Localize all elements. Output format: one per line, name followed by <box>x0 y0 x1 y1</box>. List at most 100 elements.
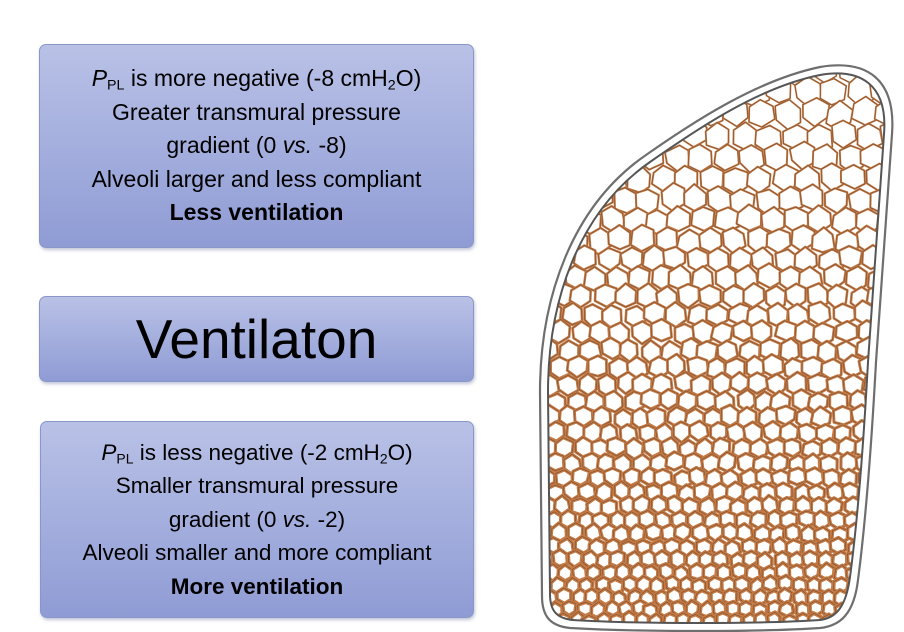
alveolus-edge <box>877 562 885 581</box>
alveolus <box>523 552 538 569</box>
alveolus <box>567 98 595 127</box>
pleural-pressure-text: is more negative (-8 cmH <box>124 65 388 92</box>
upper-lung-info-box: PPL is more negative (-8 cmH2O) Greater … <box>39 44 474 248</box>
lower-lung-info-box: PPL is less negative (-2 cmH2O) Smaller … <box>40 421 474 618</box>
alveolus <box>882 373 885 398</box>
alveolus-edge <box>874 454 885 473</box>
alveolus-edge <box>886 625 899 632</box>
alveolus-edge <box>522 407 540 428</box>
alveolus <box>520 187 540 214</box>
alveolus <box>595 94 623 126</box>
alveolus-edge <box>548 75 559 107</box>
alveolus <box>870 437 885 461</box>
alveolus <box>548 284 552 311</box>
alveolus-edge <box>861 613 875 623</box>
alveolus <box>659 75 691 107</box>
alveolus-edge <box>696 390 717 411</box>
alveolus <box>889 424 900 443</box>
alveolus <box>878 337 885 365</box>
alveolus-edge <box>650 318 672 342</box>
alveolus-edge <box>651 73 678 84</box>
alveolus <box>873 586 885 607</box>
alveolus-edge <box>521 306 542 328</box>
lung-inner-outline <box>546 72 886 624</box>
alveolus-edge <box>586 564 601 581</box>
alveolus <box>555 122 581 153</box>
alveolus <box>522 527 538 542</box>
water-subscript: 2 <box>379 450 388 467</box>
alveolus-edge <box>819 78 847 106</box>
alveolus <box>606 76 634 108</box>
alveolus-edge <box>732 73 762 82</box>
lung-illustration <box>520 62 901 632</box>
alveolus <box>807 300 832 327</box>
alveolus-edge <box>548 453 549 475</box>
alveolus-edge <box>877 205 885 233</box>
alveolus-edge <box>872 303 885 330</box>
alveolus <box>555 164 582 195</box>
alveolus <box>522 497 538 515</box>
alveolus-edge <box>811 226 836 253</box>
alveolus <box>572 73 602 86</box>
gradient-values-start: gradient (0 <box>166 132 283 159</box>
alveolus-edge <box>840 164 866 190</box>
alveolus-edge <box>529 393 547 413</box>
alveolus-edge <box>548 207 557 236</box>
lung-outer-outline <box>538 64 894 632</box>
alveolus-edge <box>888 613 900 627</box>
alveolus <box>878 356 885 382</box>
alveolus-edge <box>888 270 900 293</box>
alveolus <box>861 588 880 608</box>
alveolus-edge <box>529 481 546 499</box>
alveolus <box>530 540 546 556</box>
alveolus-edge <box>675 73 704 82</box>
alveolus-edge <box>677 283 700 309</box>
alveolus <box>872 465 885 489</box>
alveolus <box>859 598 879 618</box>
alveolus-edge <box>555 123 580 152</box>
alveolus <box>883 226 885 255</box>
alveolus-edge <box>607 77 633 108</box>
alveolus-edge <box>607 224 631 250</box>
alveolus <box>877 535 885 557</box>
alveolus-edge <box>879 119 885 150</box>
alveolus <box>780 622 798 623</box>
alveolus <box>888 405 901 427</box>
alveolus-edge <box>835 625 848 632</box>
alveolus <box>892 589 900 603</box>
alveolus <box>874 551 885 572</box>
alveolus <box>848 626 861 632</box>
alveolus-edge <box>874 466 885 488</box>
alveolus-edge <box>877 575 885 592</box>
alveolus <box>522 626 536 632</box>
alveolus-edge <box>748 99 776 128</box>
alveolus <box>567 142 595 173</box>
alveoli-description-line: Alveoli smaller and more compliant <box>82 540 432 566</box>
pleural-pressure-line: PPL is less negative (-2 cmH2O) <box>41 436 473 470</box>
alveolus-edge <box>520 62 540 86</box>
alveolus-edge <box>863 575 878 593</box>
alveolus <box>548 391 549 415</box>
ventilation-title: Ventilaton <box>135 308 378 370</box>
alveolus <box>647 611 664 623</box>
pleural-pressure-text: is less negative (-2 cmH <box>133 439 380 465</box>
alveolus-edge <box>523 552 538 569</box>
alveolus-edge <box>747 372 768 394</box>
alveolus-edge <box>871 438 885 460</box>
alveolus-edge <box>879 357 885 381</box>
alveolus <box>633 73 663 105</box>
alveolus-edge <box>666 205 691 232</box>
alveolus <box>522 407 540 428</box>
alveolus <box>830 119 858 149</box>
alveolus <box>672 521 693 543</box>
alveolus <box>871 302 885 331</box>
alveolus-edge <box>893 564 900 578</box>
alveolus-edge <box>861 600 877 616</box>
alveolus <box>861 574 879 594</box>
alveolus-edge <box>521 226 544 250</box>
alveolus-edge <box>521 468 537 486</box>
alveolus <box>748 98 776 128</box>
alveolus <box>877 204 885 234</box>
alveolus-edge <box>875 498 885 517</box>
alveolus-edge <box>520 438 536 457</box>
